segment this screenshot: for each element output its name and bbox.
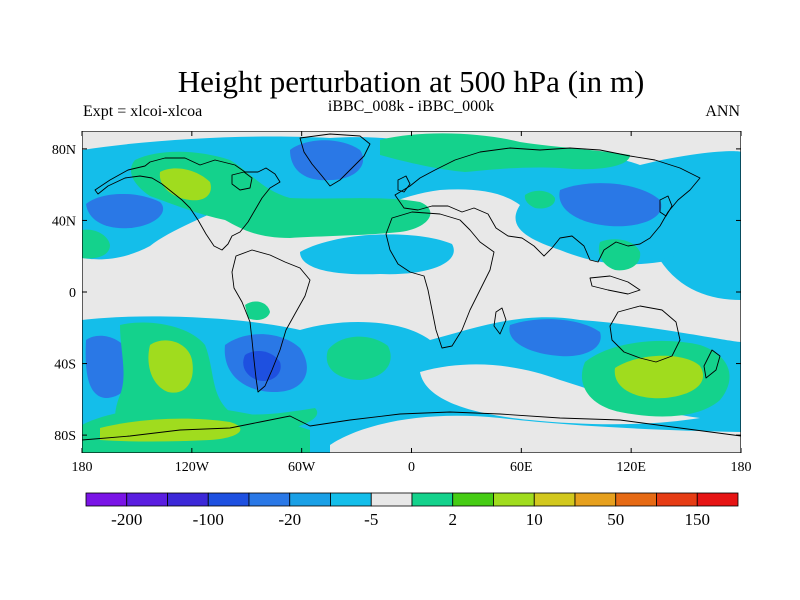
coast-africa <box>385 211 495 349</box>
contour-aus-peak <box>614 355 704 399</box>
contour-atlantic-east <box>300 234 454 275</box>
colorbar-label: -5 <box>364 510 378 529</box>
coast-madagascar <box>493 307 507 335</box>
colorbar-swatch <box>533 492 576 507</box>
colorbar-label: 2 <box>449 510 458 529</box>
colorbar-swatch <box>656 492 698 507</box>
coast-japan <box>659 195 673 217</box>
contour-indian-low <box>509 319 601 357</box>
colorbar-swatch <box>207 492 250 507</box>
lon-tick-label: 180 <box>731 460 752 475</box>
colorbar-swatch <box>493 492 535 507</box>
contour-eq-atlantic <box>524 190 556 209</box>
coast-hudson-bay <box>231 171 253 191</box>
coast-indonesia <box>589 275 641 295</box>
lat-tick-label: 80S <box>54 429 76 444</box>
coast-north-america <box>94 157 281 251</box>
colorbar-label: 50 <box>607 510 624 529</box>
colorbar-label: -200 <box>111 510 142 529</box>
contour-na-ridge <box>130 151 431 238</box>
colorbar-label: -20 <box>278 510 301 529</box>
colorbar-swatch <box>452 492 494 507</box>
colorbar-label: 10 <box>526 510 543 529</box>
coast-south-america <box>231 249 311 393</box>
lon-tick-label: 0 <box>408 460 415 475</box>
contour-eastern-tropics <box>660 253 741 300</box>
coastlines <box>82 133 741 441</box>
contour-small-green <box>245 301 270 320</box>
contour-asia-low <box>559 183 662 227</box>
lat-tick-label: 40S <box>54 358 76 373</box>
coast-uk <box>397 175 411 193</box>
lon-tick-label: 60W <box>288 460 316 475</box>
lat-tick-label: 0 <box>69 286 76 301</box>
season-label: ANN <box>705 103 740 120</box>
colorbar-swatch <box>615 492 657 507</box>
map-panel <box>82 131 741 453</box>
colorbar-swatch <box>411 492 454 507</box>
contour-west-pacific <box>82 229 110 259</box>
lon-tick-label: 180 <box>72 460 93 475</box>
difference-label: iBBC_008k - iBBC_000k <box>328 98 494 115</box>
colorbar-swatch <box>126 492 168 507</box>
colorbar-swatch <box>289 492 331 507</box>
experiment-label: Expt = xlcoi-xlcoa <box>83 103 202 120</box>
colorbar: -200 -100 -20 -5 2 10 50 150 <box>85 492 739 529</box>
lon-tick-label: 120E <box>616 460 646 475</box>
lon-tick-label: 60E <box>510 460 533 475</box>
colorbar-swatch <box>248 492 291 507</box>
colorbar-swatch <box>370 492 413 507</box>
chart-title: Height perturbation at 500 hPa (in m) <box>178 64 645 99</box>
contour-sw-pacific-low <box>85 335 133 398</box>
colorbar-swatch <box>696 492 739 507</box>
colorbar-swatch <box>167 492 209 507</box>
colorbar-label: -100 <box>193 510 224 529</box>
colorbar-swatch <box>574 492 617 507</box>
coast-greenland <box>299 133 371 187</box>
contour-arctic-green <box>380 133 630 172</box>
contour-se-pacific-core <box>243 350 281 381</box>
contour-sp-peak <box>148 340 193 393</box>
contour-pacific-low <box>86 193 164 229</box>
map-axes: 180 120W 60W 0 60E 120E 180 80N 40N 0 40S 80S <box>52 131 752 475</box>
coast-antarctica <box>82 411 741 441</box>
contour-antarctic-gap <box>330 415 741 453</box>
contour-greenland-low <box>290 140 364 181</box>
coast-australia <box>609 305 681 363</box>
contour-atlantic-ridge <box>326 336 391 380</box>
colorbar-swatch <box>330 492 372 507</box>
colorbar-swatch <box>85 492 128 507</box>
coast-eurasia <box>394 147 701 263</box>
lat-tick-label: 40N <box>52 214 76 229</box>
colorbar-label: 150 <box>685 510 711 529</box>
coast-new-zealand <box>703 349 721 379</box>
lat-tick-label: 80N <box>52 143 76 158</box>
lon-tick-label: 120W <box>175 460 210 475</box>
